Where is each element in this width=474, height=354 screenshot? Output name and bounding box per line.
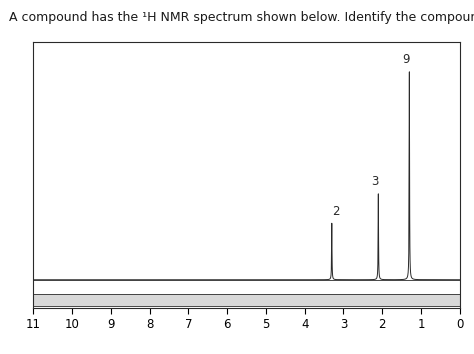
Text: 9: 9 [402,53,410,66]
Text: 3: 3 [372,175,379,188]
Text: A compound has the ¹H NMR spectrum shown below. Identify the compound.: A compound has the ¹H NMR spectrum shown… [9,11,474,24]
Text: 2: 2 [332,205,339,218]
